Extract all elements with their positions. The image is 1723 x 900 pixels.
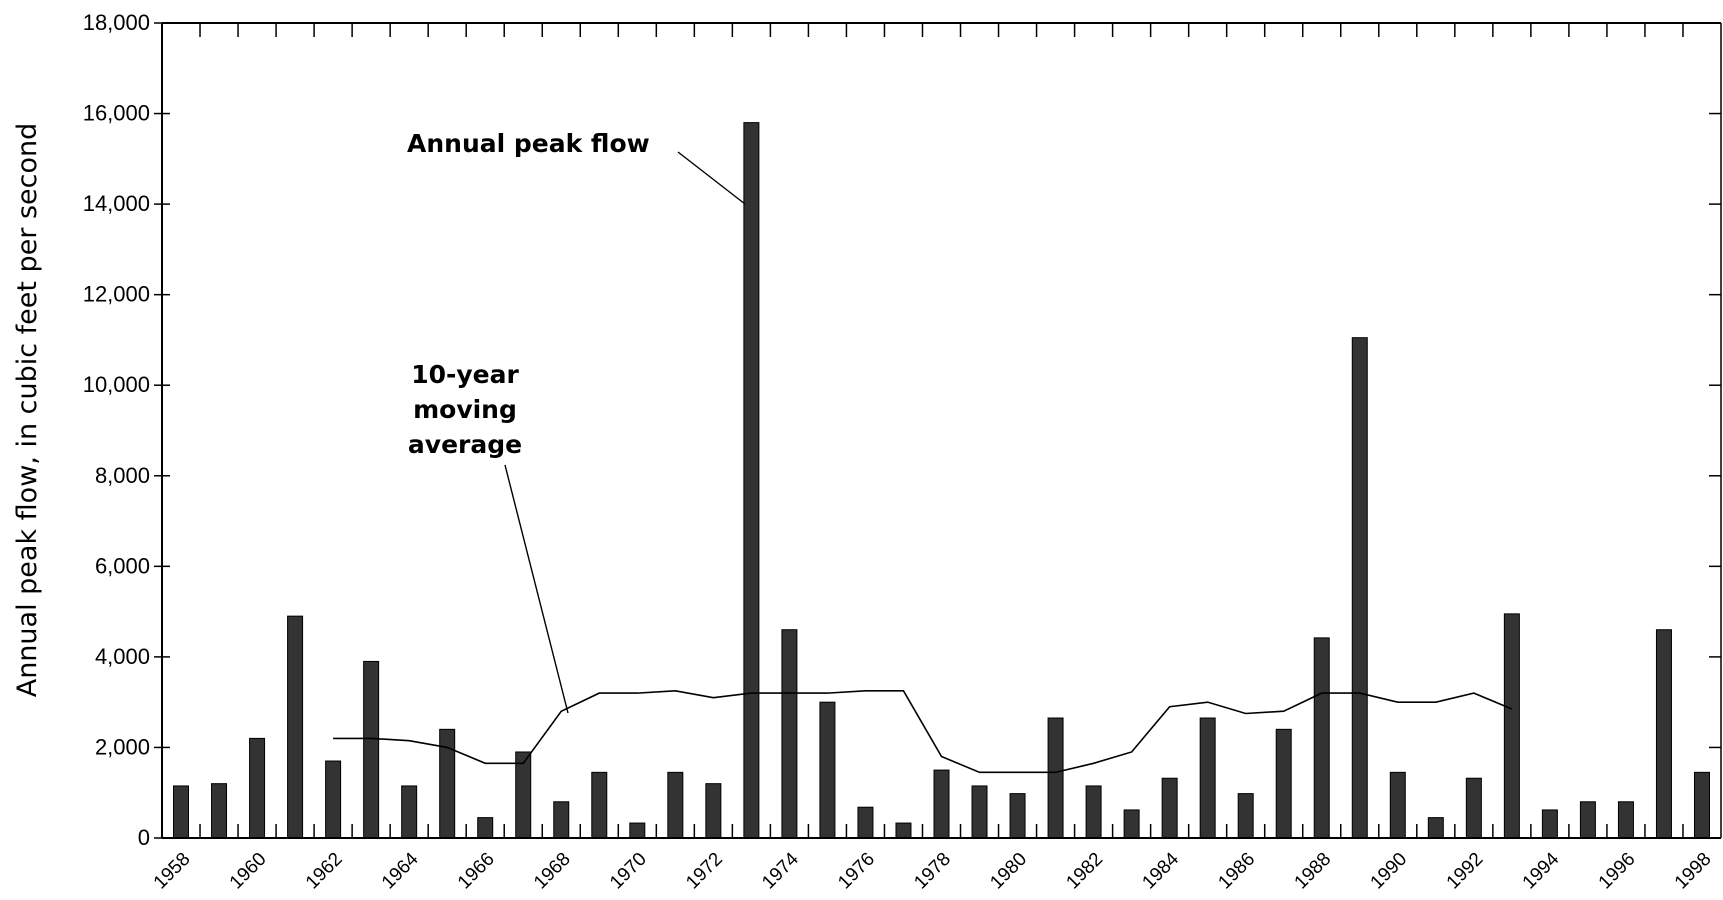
bar-1959: [211, 783, 228, 839]
moving-average-leader: [504, 464, 569, 714]
y-tick-label-12000: 12,000: [83, 282, 150, 307]
y-tick-label-6000: 6,000: [95, 553, 150, 578]
x-tick-label-1970: 1970: [606, 849, 651, 894]
bar-1958: [173, 785, 190, 839]
moving-average-group: [333, 690, 1513, 774]
bar-1983: [1123, 809, 1140, 839]
bar-1963: [363, 660, 380, 839]
y-axis-title: Annual peak flow, in cubic feet per seco…: [12, 123, 43, 698]
bar-1980: [1009, 793, 1026, 839]
bar-1964: [401, 785, 418, 839]
y-tick-label-8000: 8,000: [95, 463, 150, 488]
bar-1998: [1693, 771, 1710, 839]
x-tick-label-1958: 1958: [150, 849, 195, 894]
bar-1961: [287, 615, 304, 839]
y-tick-label-2000: 2,000: [95, 734, 150, 759]
bar-1977: [895, 822, 912, 839]
x-tick-label-1984: 1984: [1138, 848, 1183, 893]
y-tick-label-4000: 4,000: [95, 644, 150, 669]
bar-1973: [743, 122, 760, 839]
bar-1982: [1085, 785, 1102, 839]
bar-1970: [629, 822, 646, 839]
bar-1989: [1351, 337, 1368, 839]
x-tick-label-1968: 1968: [530, 849, 575, 894]
bar-1965: [439, 728, 456, 839]
bar-1986: [1237, 793, 1254, 839]
bar-1988: [1313, 637, 1330, 839]
bar-1967: [515, 751, 532, 839]
bar-1992: [1465, 777, 1482, 839]
bar-1976: [857, 806, 874, 839]
bar-group: [173, 122, 1710, 839]
bar-1960: [249, 737, 266, 839]
x-tick-label-1978: 1978: [910, 849, 955, 894]
annual-peak-flow-leader: [677, 151, 746, 205]
bar-1987: [1275, 728, 1292, 839]
bar-1978: [933, 769, 950, 839]
bar-1974: [781, 629, 798, 839]
bar-1994: [1541, 809, 1558, 839]
x-tick-label-1996: 1996: [1595, 849, 1640, 894]
annual-peak-flow-label: Annual peak flow: [407, 129, 650, 158]
bar-1966: [477, 817, 494, 839]
x-tick-label-1980: 1980: [986, 849, 1031, 894]
bar-1984: [1161, 777, 1178, 839]
bar-1968: [553, 801, 570, 839]
x-tick-label-1998: 1998: [1671, 849, 1716, 894]
bar-1991: [1427, 817, 1444, 839]
annotations: Annual peak flow 10-year moving average: [407, 129, 746, 714]
moving-average-label-line-3: average: [408, 430, 522, 459]
bar-1985: [1199, 717, 1216, 839]
x-tick-label-1960: 1960: [226, 849, 271, 894]
x-tick-label-1988: 1988: [1291, 849, 1336, 894]
x-tick-label-1990: 1990: [1367, 849, 1412, 894]
x-tick-label-1976: 1976: [834, 849, 879, 894]
moving-average-label-line-1: 10-year: [411, 360, 519, 389]
bar-1971: [667, 771, 684, 839]
moving-average-line: [333, 690, 1513, 774]
y-tick-label-18000: 18,000: [83, 10, 150, 35]
x-tick-label-1966: 1966: [454, 849, 499, 894]
y-tick-label-16000: 16,000: [83, 101, 150, 126]
bar-1979: [971, 785, 988, 839]
bar-1993: [1503, 613, 1520, 839]
y-tick-label-14000: 14,000: [83, 191, 150, 216]
bar-1981: [1047, 717, 1064, 839]
x-tick-label-1992: 1992: [1443, 849, 1488, 894]
bar-1997: [1655, 629, 1672, 839]
x-tick-label-1972: 1972: [682, 849, 727, 894]
x-tick-label-1994: 1994: [1519, 848, 1564, 893]
x-tick-label-1986: 1986: [1214, 849, 1259, 894]
x-tick-label-1962: 1962: [302, 849, 347, 894]
x-tick-label-1964: 1964: [378, 848, 423, 893]
bar-1972: [705, 783, 722, 839]
x-tick-label-1974: 1974: [758, 848, 803, 893]
moving-average-label-line-2: moving: [413, 395, 517, 424]
x-tick-label-1982: 1982: [1062, 849, 1107, 894]
bar-1975: [819, 701, 836, 839]
bar-1962: [325, 760, 342, 839]
bar-1996: [1617, 801, 1634, 839]
bar-1995: [1579, 801, 1596, 839]
y-tick-label-10000: 10,000: [83, 372, 150, 397]
y-tick-label-0: 0: [138, 825, 150, 850]
bar-1969: [591, 771, 608, 839]
bar-1990: [1389, 771, 1406, 839]
